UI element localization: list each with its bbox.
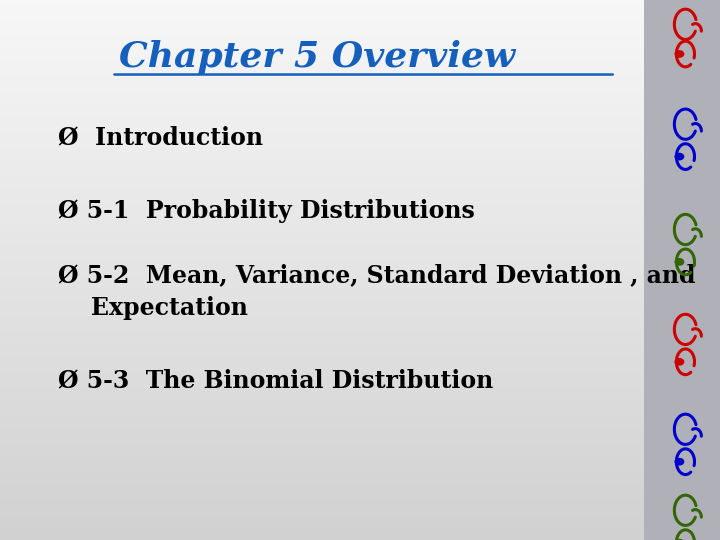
Text: Chapter 5 Overview: Chapter 5 Overview xyxy=(119,40,515,73)
Bar xyxy=(644,0,720,540)
Text: Ø  Introduction: Ø Introduction xyxy=(58,126,263,150)
Circle shape xyxy=(675,458,683,465)
Text: Ø 5-3  The Binomial Distribution: Ø 5-3 The Binomial Distribution xyxy=(58,369,493,393)
Circle shape xyxy=(675,153,683,160)
Text: Ø 5-2  Mean, Variance, Standard Deviation , and
    Expectation: Ø 5-2 Mean, Variance, Standard Deviation… xyxy=(58,263,695,320)
Circle shape xyxy=(675,359,683,365)
Circle shape xyxy=(675,51,683,57)
Text: Ø 5-1  Probability Distributions: Ø 5-1 Probability Distributions xyxy=(58,199,474,222)
Circle shape xyxy=(675,259,683,265)
